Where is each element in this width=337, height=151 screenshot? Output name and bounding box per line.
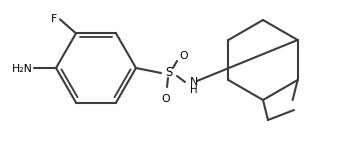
Text: S: S bbox=[165, 66, 173, 79]
Text: O: O bbox=[179, 51, 188, 61]
Text: N: N bbox=[190, 77, 198, 87]
Text: O: O bbox=[162, 94, 170, 104]
Text: H: H bbox=[190, 85, 197, 95]
Text: F: F bbox=[51, 14, 57, 24]
Text: H₂N: H₂N bbox=[12, 64, 33, 74]
